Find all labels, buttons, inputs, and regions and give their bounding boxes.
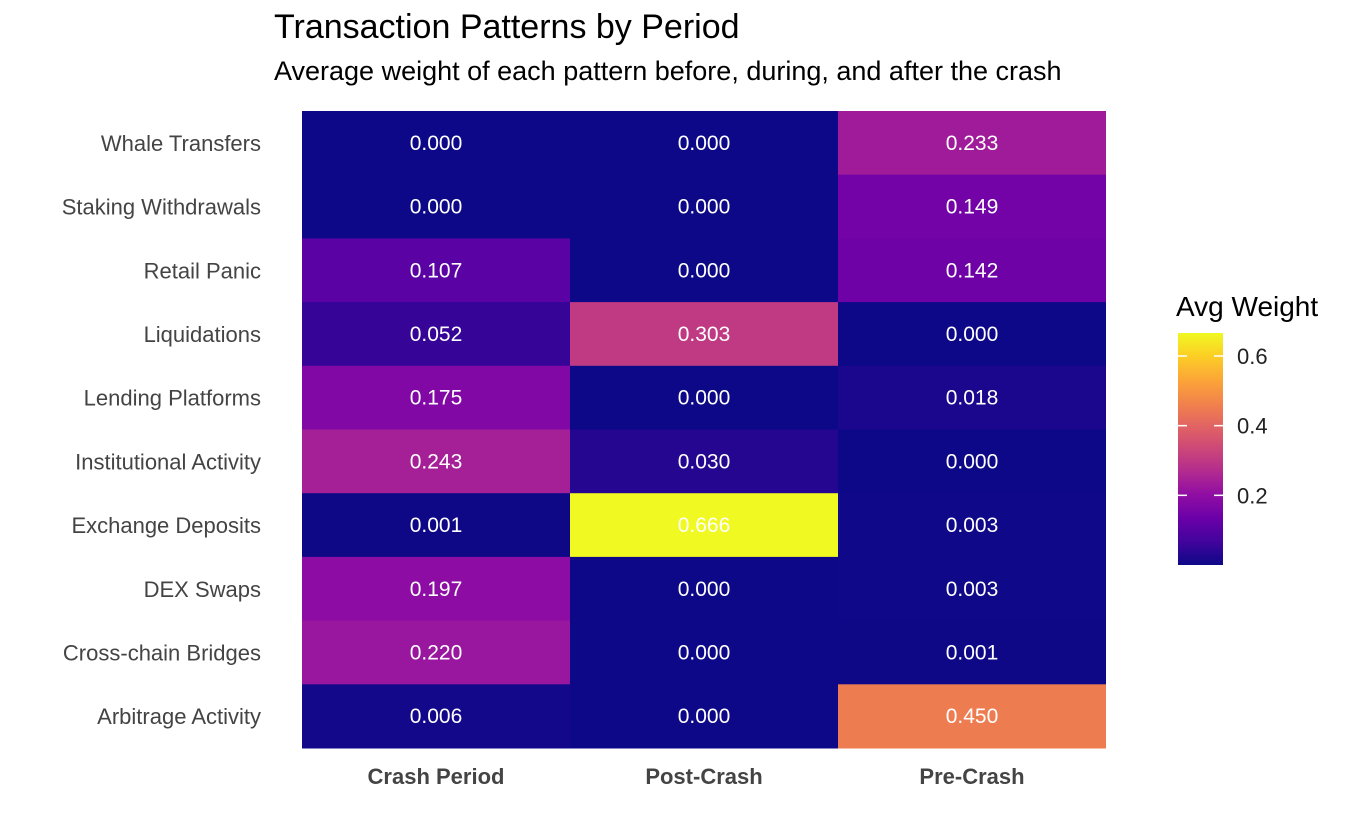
heatmap-cell [838, 684, 1106, 749]
cell-value-label: 0.000 [946, 450, 999, 473]
heatmap-cell [302, 493, 570, 558]
heatmap-cell [570, 620, 838, 685]
heatmap-cell [570, 238, 838, 303]
heatmap-cell [302, 111, 570, 176]
row-labels: Whale Transfers Staking Withdrawals Retail… [62, 131, 261, 729]
heatmap-cell [838, 556, 1106, 622]
heatmap-cell [570, 111, 838, 176]
chart-title: Transaction Patterns by Period [274, 8, 740, 46]
legend-title: Avg Weight [1176, 291, 1318, 322]
heatmap-cell [570, 365, 838, 430]
cell-value-label: 0.000 [678, 578, 731, 601]
legend-tick-label: 0.4 [1237, 414, 1268, 439]
heatmap-cell [570, 429, 838, 494]
column-label: Post-Crash [645, 764, 762, 789]
heatmap-cell [570, 493, 838, 558]
heatmap-cell [570, 684, 838, 749]
cell-value-label: 0.030 [678, 450, 731, 473]
cell-value-label: 0.107 [410, 259, 463, 282]
row-label: Lending Platforms [84, 386, 261, 411]
cell-value-label: 0.666 [678, 514, 731, 537]
cell-value-label: 0.149 [946, 196, 999, 219]
row-label: Liquidations [144, 322, 261, 347]
heatmap-cell [838, 493, 1106, 558]
cell-value-label: 0.003 [946, 514, 999, 537]
cell-value-label: 0.303 [678, 323, 731, 346]
row-label: Staking Withdrawals [62, 195, 261, 220]
heatmap-cell [838, 111, 1106, 176]
legend-tick-label: 0.6 [1237, 344, 1268, 369]
cell-value-label: 0.233 [946, 132, 999, 155]
column-labels: Crash Period Post-Crash Pre-Crash [368, 764, 1025, 789]
cell-value-label: 0.220 [410, 641, 463, 664]
heatmap-cell [302, 174, 570, 239]
row-label: Retail Panic [144, 258, 261, 283]
row-label: Institutional Activity [75, 449, 261, 474]
cell-value-label: 0.000 [678, 259, 731, 282]
heatmap-cell [570, 302, 838, 367]
chart-subtitle: Average weight of each pattern before, d… [274, 56, 1062, 86]
cell-value-label: 0.000 [410, 132, 463, 155]
cell-value-label: 0.052 [410, 323, 463, 346]
color-legend: Avg Weight 0.2 0.4 0.6 [1176, 291, 1318, 565]
heatmap-cell [838, 238, 1106, 303]
legend-tick-label: 0.2 [1237, 483, 1268, 508]
heatmap-cell [302, 238, 570, 303]
cell-value-label: 0.001 [946, 641, 999, 664]
cell-value-label: 0.000 [678, 196, 731, 219]
cell-value-label: 0.000 [410, 196, 463, 219]
row-label: Cross-chain Bridges [63, 640, 261, 665]
cell-value-label: 0.018 [946, 387, 999, 410]
heatmap-cell [302, 302, 570, 367]
heatmap-cell [302, 556, 570, 622]
cell-value-label: 0.197 [410, 578, 463, 601]
heatmap-cells: 0.000 0.000 0.233 0.000 0.000 0.149 0.107 0.000… [302, 111, 1106, 749]
column-label: Pre-Crash [919, 764, 1024, 789]
legend-colorbar [1178, 333, 1223, 565]
heatmap-cell [302, 620, 570, 685]
cell-value-label: 0.243 [410, 450, 463, 473]
row-label: DEX Swaps [144, 577, 261, 602]
heatmap-cell [838, 365, 1106, 430]
row-label: Arbitrage Activity [97, 704, 261, 729]
row-label: Whale Transfers [101, 131, 261, 156]
cell-value-label: 0.000 [678, 705, 731, 728]
heatmap-cell [838, 429, 1106, 494]
cell-value-label: 0.142 [946, 259, 999, 282]
cell-value-label: 0.000 [678, 387, 731, 410]
cell-value-label: 0.001 [410, 514, 463, 537]
cell-value-label: 0.000 [678, 641, 731, 664]
cell-value-label: 0.000 [946, 323, 999, 346]
heatmap-cell [838, 174, 1106, 239]
heatmap-cell [838, 302, 1106, 367]
heatmap-cell [570, 556, 838, 622]
heatmap-cell [570, 174, 838, 239]
heatmap-cell [838, 620, 1106, 685]
column-label: Crash Period [368, 764, 505, 789]
cell-value-label: 0.450 [946, 705, 999, 728]
cell-value-label: 0.000 [678, 132, 731, 155]
cell-value-label: 0.175 [410, 387, 463, 410]
heatmap-cell [302, 365, 570, 430]
heatmap-cell [302, 684, 570, 749]
row-label: Exchange Deposits [71, 513, 261, 538]
cell-value-label: 0.006 [410, 705, 463, 728]
cell-value-label: 0.003 [946, 578, 999, 601]
heatmap-cell [302, 429, 570, 494]
